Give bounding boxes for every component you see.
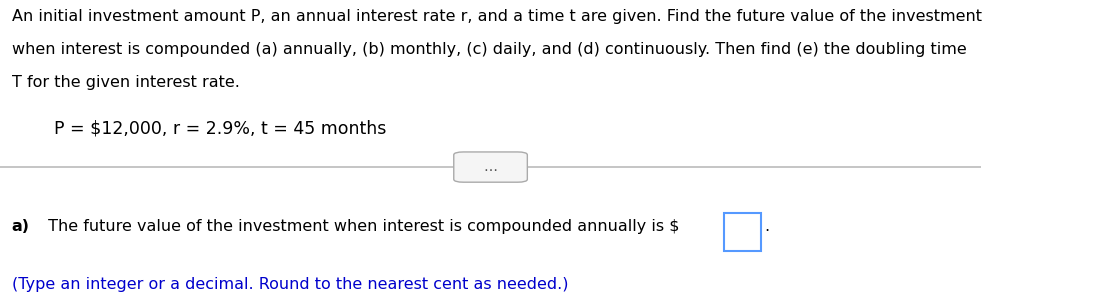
Text: (Type an integer or a decimal. Round to the nearest cent as needed.): (Type an integer or a decimal. Round to …: [12, 277, 568, 292]
FancyBboxPatch shape: [454, 152, 527, 182]
Text: …: …: [484, 160, 497, 174]
Text: P = $12,000, r = 2.9%, t = 45 months: P = $12,000, r = 2.9%, t = 45 months: [54, 120, 387, 138]
Text: T for the given interest rate.: T for the given interest rate.: [12, 75, 240, 90]
Text: when interest is compounded (a) annually, (b) monthly, (c) daily, and (d) contin: when interest is compounded (a) annually…: [12, 42, 967, 57]
FancyBboxPatch shape: [724, 213, 761, 250]
Text: The future value of the investment when interest is compounded annually is $: The future value of the investment when …: [43, 219, 680, 234]
Text: .: .: [765, 219, 769, 234]
Text: a): a): [12, 219, 30, 234]
Text: An initial investment amount P, an annual interest rate r, and a time t are give: An initial investment amount P, an annua…: [12, 9, 981, 24]
